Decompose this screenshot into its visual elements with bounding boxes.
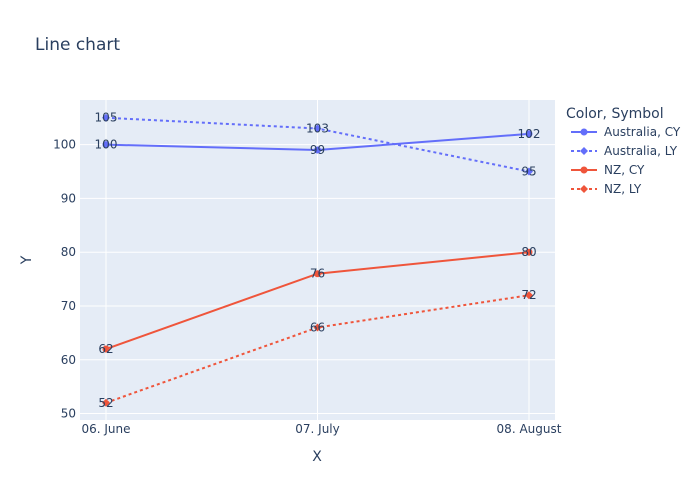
legend-item-label: NZ, LY (604, 182, 642, 196)
x-tick-label: 07. July (295, 422, 339, 436)
y-tick-label: 60 (61, 353, 76, 367)
y-tick-label: 50 (61, 407, 76, 421)
data-label: 76 (310, 267, 325, 281)
y-tick-label: 80 (61, 245, 76, 259)
legend-marker (580, 147, 588, 155)
data-point (525, 291, 533, 300)
data-label: 105 (95, 111, 118, 125)
y-axis-title: Y (19, 255, 35, 265)
data-label: 100 (95, 138, 118, 152)
data-label: 103 (306, 122, 329, 136)
legend-item-label: Australia, CY (604, 125, 681, 139)
data-label: 102 (518, 127, 541, 141)
y-tick-label: 70 (61, 299, 76, 313)
data-label: 52 (98, 396, 113, 410)
legend: Australia, CY Australia, LY NZ, CY NZ, LY (571, 125, 681, 196)
data-point (525, 248, 533, 256)
data-point (102, 345, 110, 353)
data-point (313, 124, 322, 133)
data-label: 72 (521, 288, 536, 302)
data-labels: 100 99 102 105 103 95 62 76 80 52 66 72 (95, 111, 541, 410)
data-label: 62 (98, 342, 113, 356)
data-point (314, 146, 321, 154)
data-point (102, 398, 110, 407)
x-tick-label: 08. August (497, 422, 562, 436)
data-point (525, 130, 533, 138)
x-tick-labels: 06. June 07. July 08. August (81, 422, 561, 436)
legend-marker (580, 128, 588, 136)
data-label: 66 (310, 320, 325, 334)
data-label: 99 (310, 143, 325, 157)
y-tick-label: 100 (53, 138, 76, 152)
legend-marker (580, 185, 588, 193)
data-label: 95 (521, 165, 536, 179)
legend-title: Color, Symbol (566, 106, 664, 122)
legend-item-label: Australia, LY (604, 144, 678, 158)
y-tick-label: 90 (61, 191, 76, 205)
data-label: 80 (521, 245, 536, 259)
data-point (102, 113, 110, 122)
y-tick-labels: 50 60 70 80 90 100 (53, 138, 76, 421)
series-lines (102, 113, 533, 407)
legend-item-label: NZ, CY (604, 163, 645, 177)
data-point (313, 323, 322, 332)
x-tick-label: 06. June (81, 422, 130, 436)
x-axis-title: X (312, 449, 322, 465)
chart-title: Line chart (35, 35, 120, 55)
data-point (525, 167, 533, 176)
grid (80, 100, 555, 420)
legend-marker (580, 166, 588, 174)
data-point (102, 141, 110, 149)
data-point (314, 270, 321, 278)
